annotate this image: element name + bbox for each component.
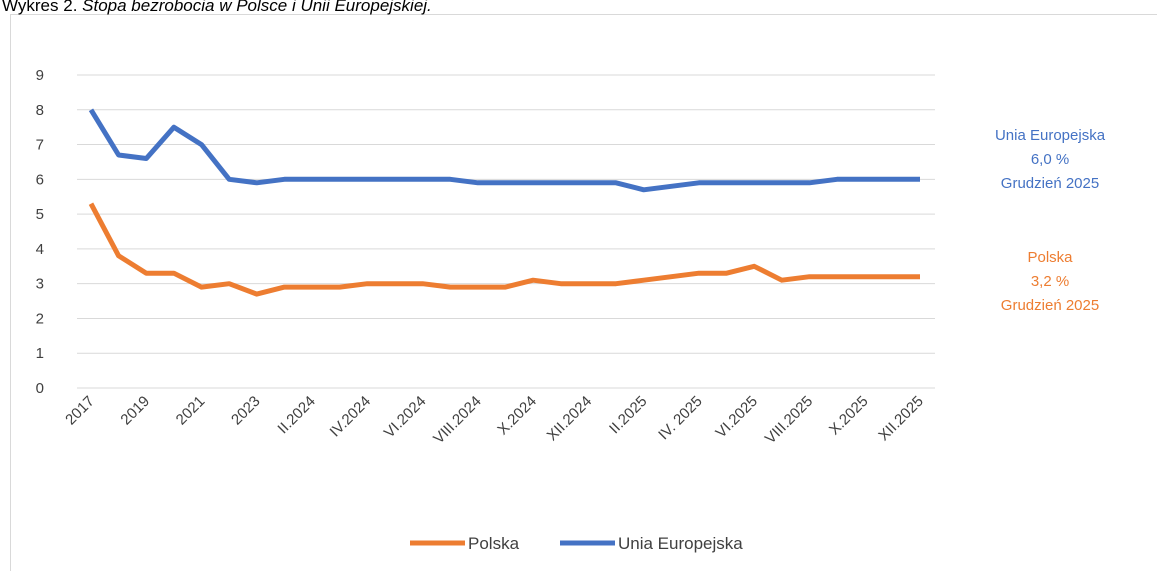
y-tick-label: 9: [36, 67, 44, 84]
legend-label: Unia Europejska: [618, 534, 743, 553]
annotation: Unia Europejska: [995, 127, 1106, 144]
y-tick-label: 7: [36, 137, 44, 154]
y-tick-label: 2: [36, 310, 44, 327]
y-tick-label: 1: [36, 345, 44, 362]
title-rest: Stopa bezrobocia w Polsce i Unii Europej…: [82, 0, 432, 15]
y-tick-label: 5: [36, 206, 44, 223]
y-tick-label: 0: [36, 380, 44, 397]
series-line: [88, 108, 920, 193]
title-lead: Wykres 2.: [2, 0, 77, 15]
legend-label: Polska: [468, 534, 520, 553]
annotation: Grudzień 2025: [1001, 175, 1099, 192]
annotation: 3,2 %: [1031, 273, 1069, 290]
y-tick-label: 3: [36, 276, 44, 293]
annotation: Grudzień 2025: [1001, 297, 1099, 314]
y-tick-label: 6: [36, 171, 44, 188]
y-tick-label: 8: [36, 102, 44, 119]
chart-border: [10, 14, 1157, 571]
chart-title: Wykres 2. Stopa bezrobocia w Polsce i Un…: [2, 0, 432, 15]
annotation: Polska: [1027, 249, 1073, 266]
series-line: [88, 202, 920, 297]
annotation: 6,0 %: [1031, 151, 1069, 168]
y-tick-label: 4: [36, 241, 44, 258]
